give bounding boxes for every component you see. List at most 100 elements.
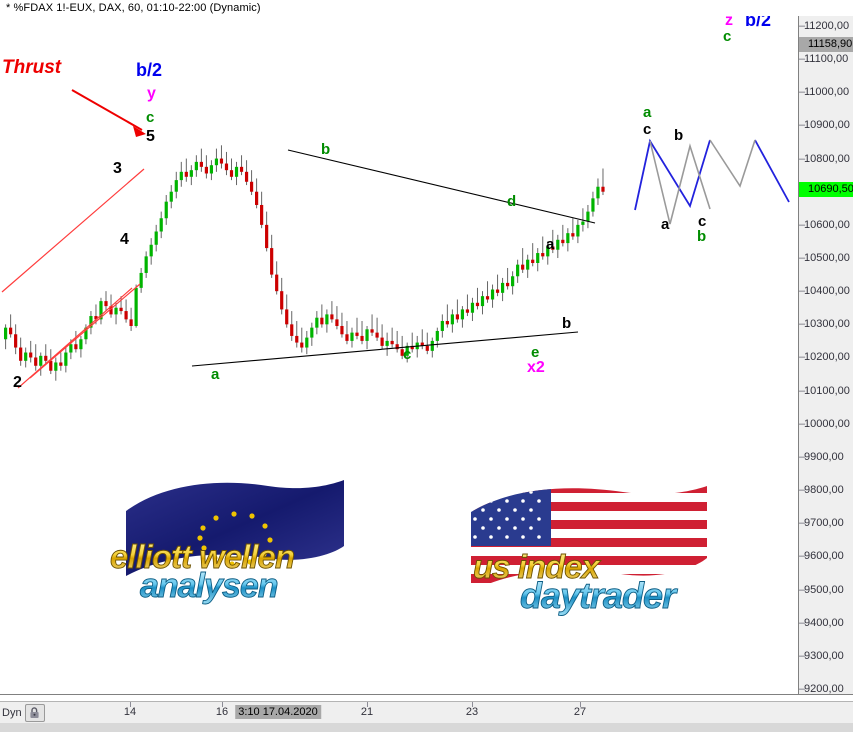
tick-dash: – xyxy=(799,285,806,298)
candle-body xyxy=(64,352,68,366)
candle-body xyxy=(199,161,203,167)
tick-dash: – xyxy=(799,119,806,132)
candle-body xyxy=(194,161,198,171)
candle-body xyxy=(295,335,299,343)
tick-dash: – xyxy=(799,683,806,696)
tick-dash: – xyxy=(799,450,806,463)
candle-body xyxy=(601,186,605,192)
eu-flag-icon xyxy=(126,480,344,576)
candle-body xyxy=(355,332,359,336)
candle-body xyxy=(440,321,444,331)
annotation-a-black: a xyxy=(546,236,555,253)
time-tick-mark xyxy=(130,702,131,707)
candle-body xyxy=(395,344,399,350)
candle-body xyxy=(500,282,505,293)
tick-dash: – xyxy=(799,53,806,66)
candle-body xyxy=(260,204,264,225)
candle-body xyxy=(325,314,329,325)
annotation-tri-e: e xyxy=(531,344,540,361)
candle-body xyxy=(109,306,113,315)
candle-body xyxy=(69,344,73,353)
candle-body xyxy=(204,166,208,174)
candle-body xyxy=(450,314,454,325)
candle-body xyxy=(79,339,83,350)
candle-body xyxy=(44,355,48,361)
dyn-label: Dyn xyxy=(2,707,22,719)
annotation-tri-d: d xyxy=(507,193,517,210)
candle-body xyxy=(300,342,304,348)
time-tick: 16 xyxy=(215,706,229,718)
thrust-arrow xyxy=(71,89,146,137)
watermark-elliott-wellen-analysen: elliott wellen analysen xyxy=(108,476,358,621)
candle-body xyxy=(129,319,133,326)
candle-body xyxy=(330,314,334,320)
time-axis[interactable]: Dyn 14 16 21 23 27 3:10 17.04.2020 xyxy=(0,701,853,725)
last-price-arrow xyxy=(799,37,808,51)
candle-body xyxy=(526,259,530,270)
candle-body xyxy=(435,330,439,341)
candle-body xyxy=(124,311,128,320)
price-tick: –9700,00 xyxy=(799,517,844,530)
candle-body xyxy=(536,253,540,263)
lock-icon[interactable] xyxy=(24,704,45,722)
candle-body xyxy=(576,224,580,237)
candle-body xyxy=(19,347,23,361)
annotation-y: y xyxy=(147,85,156,102)
tick-dash: – xyxy=(799,384,806,397)
candle-body xyxy=(335,319,339,326)
tick-dash: – xyxy=(799,517,806,530)
candle-body xyxy=(24,352,28,361)
annotation-proj-c-green: c xyxy=(723,28,732,45)
chart-title: * %FDAX 1!-EUX, DAX, 60, 01:10-22:00 (Dy… xyxy=(6,2,261,14)
tick-dash: – xyxy=(799,86,806,99)
candle-body xyxy=(189,170,193,177)
price-tick: –10900,00 xyxy=(799,119,850,132)
candle-body xyxy=(9,327,13,335)
candle-body xyxy=(380,337,384,346)
annotation-b-black: b xyxy=(562,315,572,332)
candle-body xyxy=(455,314,459,320)
candle-body xyxy=(49,360,53,371)
candle-body xyxy=(506,282,510,287)
candle-body xyxy=(511,276,515,287)
candle-body xyxy=(551,246,555,250)
candle-body xyxy=(561,239,565,244)
trendline-group-black xyxy=(191,149,596,367)
annotation-wave-3: 3 xyxy=(113,160,122,177)
candle-body xyxy=(159,218,163,232)
price-tick: –11200,00 xyxy=(799,19,850,32)
time-tick-mark xyxy=(472,702,473,707)
candle-body xyxy=(360,335,364,341)
price-axis[interactable]: –11200,00 –11100,00 –11000,00 –10900,00 –108… xyxy=(799,16,853,695)
candle-body xyxy=(320,317,324,325)
candle-body xyxy=(54,362,58,371)
candle-body xyxy=(350,332,354,341)
dyn-control-group[interactable]: Dyn xyxy=(2,704,45,722)
tick-dash: – xyxy=(799,583,806,596)
candle-body xyxy=(470,302,475,313)
candle-body xyxy=(244,171,249,182)
watermark-us-index-daytrader: us index daytrader xyxy=(455,484,740,624)
candle-body xyxy=(531,259,535,263)
tick-dash: – xyxy=(799,19,806,32)
time-tick: 21 xyxy=(360,706,374,718)
candle-body xyxy=(99,301,103,320)
annotation-proj-b2-blue: b/2 xyxy=(745,16,772,30)
price-tick: –9800,00 xyxy=(799,484,844,497)
candle-body xyxy=(385,340,389,346)
candle-body xyxy=(184,171,188,177)
annotation-wave-4: 4 xyxy=(120,231,129,248)
candle-body xyxy=(485,296,490,300)
candle-body xyxy=(249,181,254,192)
chart-plot-area[interactable]: Thrust b/2 y c 5 3 4 2 a b c d e x2 a b … xyxy=(0,16,799,695)
time-tick-mark xyxy=(580,702,581,707)
annotation-wave-2: 2 xyxy=(13,374,22,391)
price-tick: –11100,00 xyxy=(799,53,849,66)
projection-path-blue xyxy=(634,138,790,211)
annotation-proj-b-black: b xyxy=(674,127,684,144)
candle-body xyxy=(214,158,219,166)
candle-body xyxy=(591,198,595,212)
candle-body xyxy=(516,264,520,277)
candle-body xyxy=(114,307,118,315)
price-tick: –10100,00 xyxy=(799,384,850,397)
